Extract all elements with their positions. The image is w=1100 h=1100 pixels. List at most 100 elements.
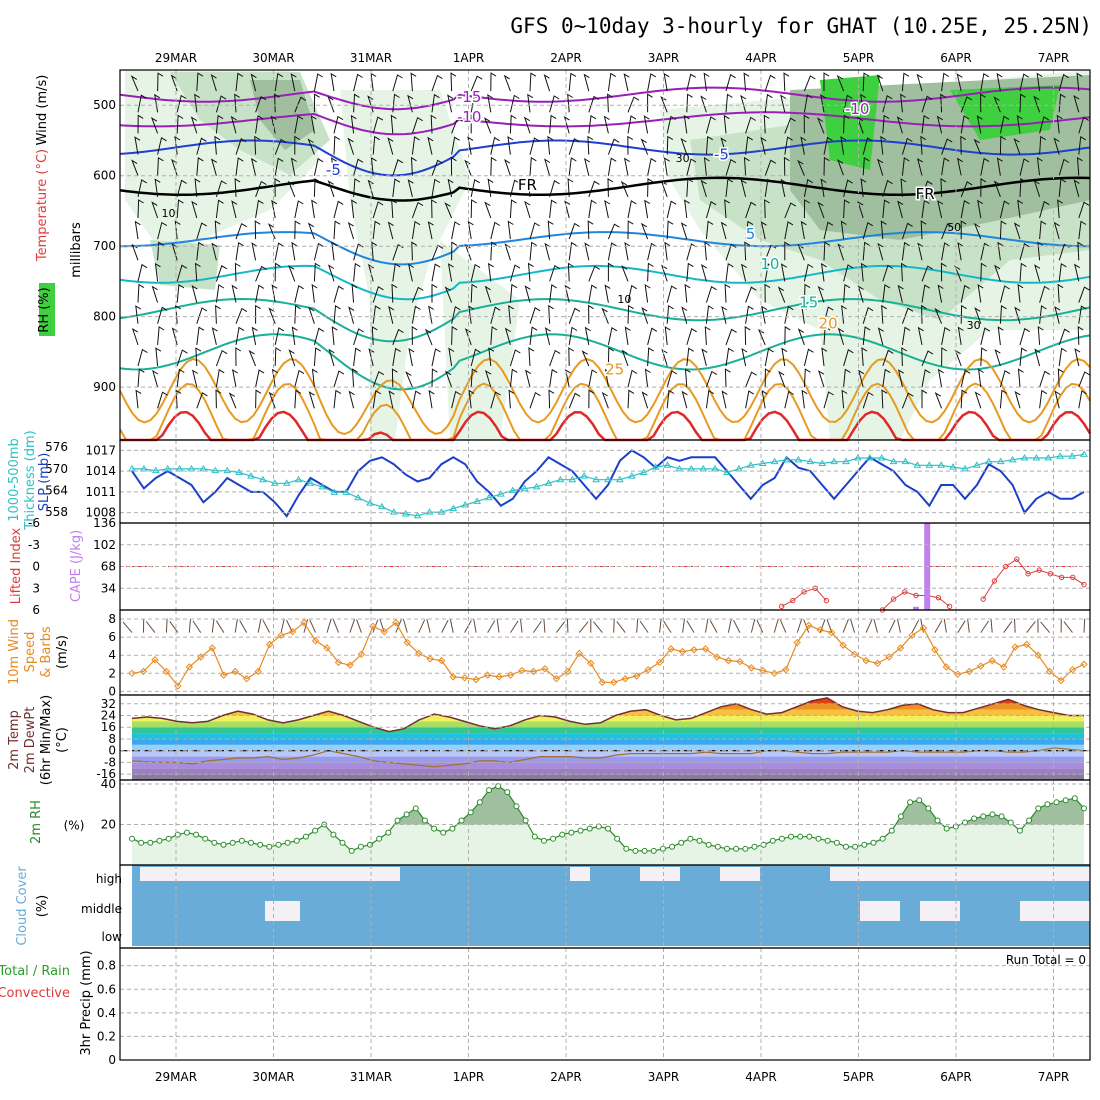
wind-barb (664, 241, 671, 261)
wind10-barb (165, 618, 168, 633)
thickness-point (996, 457, 1005, 465)
wind-barb (388, 390, 395, 409)
wind-barb (921, 199, 930, 219)
wind-barb (568, 157, 577, 176)
wind-barb (451, 241, 458, 261)
wind10-barb (257, 618, 262, 633)
wind-barb (408, 347, 415, 367)
wind-barb (647, 93, 653, 113)
wind10-barb (441, 619, 449, 633)
wind-barb (1057, 199, 1063, 219)
wind-barb (897, 369, 904, 388)
rh2m-point (165, 835, 172, 842)
wind-barb (524, 200, 531, 219)
rh2m-point (760, 841, 767, 848)
wind-barb (897, 200, 904, 219)
thickness-point (568, 475, 577, 483)
wind-barb (661, 348, 668, 367)
wind-barb (392, 93, 400, 113)
wind-barb (431, 283, 438, 303)
wind-barb (431, 368, 438, 388)
wind-barb (274, 242, 284, 261)
wind-barb (901, 137, 913, 155)
wind-barb (487, 94, 494, 113)
wind-barb (568, 326, 578, 345)
wind-barb (485, 370, 492, 388)
rh2m-point (1071, 795, 1078, 802)
wind-barb (567, 93, 573, 113)
wind10-point (1034, 651, 1042, 659)
wind10-point (1000, 663, 1008, 671)
wind10-point (449, 673, 457, 681)
date-label-bottom: 2APR (550, 1070, 581, 1084)
wind10-point (1045, 667, 1054, 676)
wind10-barb (750, 618, 756, 633)
wind-barb (1078, 135, 1086, 155)
wind-barb (937, 284, 944, 303)
wind-barb (525, 369, 532, 388)
lifted-index-point (890, 596, 897, 602)
temp-band (132, 703, 1084, 710)
lifted-index-point (902, 589, 908, 595)
rh2m-point (788, 833, 795, 840)
lifted-index-point (913, 592, 919, 599)
wind10-point (816, 626, 824, 634)
wind-barb (135, 389, 142, 409)
wind-barb (1078, 390, 1088, 409)
wind-barb (745, 371, 757, 388)
wind-barb (627, 220, 634, 240)
wind-barb (780, 94, 787, 113)
wind-barb (255, 304, 261, 324)
wind-barb (327, 180, 335, 198)
wind-barb (490, 326, 498, 345)
wind-barb (764, 283, 771, 303)
slp-tick: 1014 (85, 464, 116, 478)
wind-barb (372, 389, 382, 409)
wind-barb (527, 178, 534, 197)
wind-barb (137, 263, 148, 282)
wind10-point (380, 627, 389, 636)
wind-barb (1016, 115, 1023, 134)
wind-barb (724, 368, 731, 388)
wind-barb (960, 304, 967, 324)
rh2m-point (989, 811, 996, 818)
wind-barb (644, 284, 651, 303)
wind-barb (974, 307, 982, 324)
wind-barb (960, 115, 970, 134)
wind-barb (1039, 116, 1050, 134)
wind-barb (664, 326, 671, 345)
wind-barb (311, 284, 318, 303)
wind10-barb (188, 618, 191, 633)
wind-barb (1036, 157, 1043, 176)
wind-barb (996, 72, 1003, 92)
precip-tick: 0.2 (97, 1029, 116, 1043)
wind10-point (151, 656, 159, 664)
wind-barb (234, 93, 240, 113)
wind-barb (548, 304, 554, 324)
cloud-mid-gap (860, 901, 900, 921)
wind-barb (549, 284, 558, 303)
rh2m-point (138, 839, 145, 846)
wind-barb (1039, 370, 1051, 388)
rh2m-point (705, 841, 712, 848)
wind-barb (235, 307, 248, 324)
thickness-point (259, 475, 267, 483)
wind-barb (960, 181, 973, 198)
wind-barb (862, 241, 870, 261)
wind-barb (490, 241, 497, 261)
wind-barb (624, 242, 631, 261)
wind-barb (543, 74, 551, 92)
wind-barb (331, 326, 338, 345)
wind-barb (291, 326, 298, 345)
wind-barb (1054, 306, 1061, 324)
wind10-barb (727, 618, 732, 633)
wind-barb (470, 263, 481, 282)
wind-barb (583, 73, 590, 92)
wind-barb (353, 347, 361, 367)
wind-barb (837, 327, 845, 346)
wind10-barb (911, 619, 920, 633)
rh2m-point (293, 837, 300, 844)
wind-barb (857, 200, 864, 219)
wind-barb (410, 72, 417, 92)
wind-barb (921, 284, 931, 303)
